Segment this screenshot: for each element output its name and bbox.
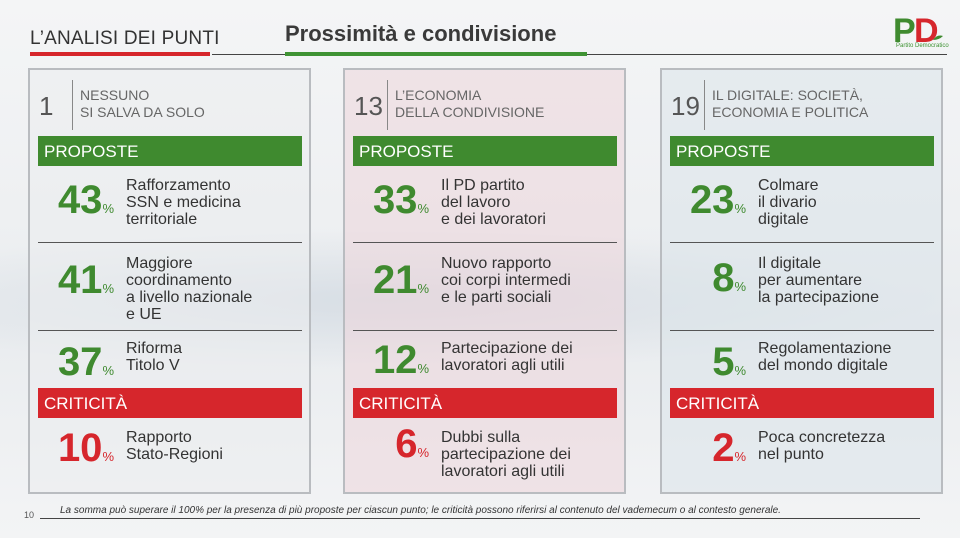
criticism-percentage: 10% [57, 426, 114, 470]
number-separator [704, 80, 705, 130]
proposals-header: PROPOSTE [670, 136, 934, 166]
page-number: 10 [24, 510, 35, 520]
proposal-text: Rafforzamento SSN e medicina territorial… [126, 177, 241, 228]
logo-letter-p: P [893, 12, 916, 50]
row-divider [670, 242, 934, 243]
panel-point-1: 1 NESSUNO SI SALVA DA SOLO PROPOSTE 43% … [28, 68, 311, 494]
point-title: L’ECONOMIA DELLA CONDIVISIONE [395, 87, 545, 120]
proposal-text: Regolamentazione del mondo digitale [758, 340, 892, 374]
row-divider [38, 242, 302, 243]
proposal-percentage: 41% [57, 258, 114, 302]
panel-point-13: 13 L’ECONOMIA DELLA CONDIVISIONE PROPOST… [343, 68, 626, 494]
proposal-percentage: 23% [689, 178, 746, 222]
criticism-percentage: 2% [712, 426, 746, 470]
proposals-header: PROPOSTE [38, 136, 302, 166]
proposal-text: Il digitale per aumentare la partecipazi… [758, 255, 879, 306]
proposal-percentage: 12% [372, 338, 429, 382]
proposals-header: PROPOSTE [353, 136, 617, 166]
point-number: 1 [39, 91, 54, 121]
proposal-percentage: 37% [57, 340, 114, 384]
number-separator [387, 80, 388, 130]
point-title: IL DIGITALE: SOCIETÀ, ECONOMIA E POLITIC… [712, 87, 869, 120]
proposal-percentage: 33% [372, 178, 429, 222]
proposal-text: Maggiore coordinamento a livello naziona… [126, 255, 253, 323]
panel-point-19: 19 IL DIGITALE: SOCIETÀ, ECONOMIA E POLI… [660, 68, 943, 494]
number-separator [72, 80, 73, 130]
logo-letter-d: D [914, 12, 939, 50]
criticism-text: Poca concretezza nel punto [758, 429, 886, 463]
point-number: 19 [671, 91, 700, 121]
criticism-text: Rapporto Stato-Regioni [126, 429, 223, 463]
title-underline [285, 52, 587, 56]
criticism-percentage: 6% [395, 422, 429, 466]
point-number: 13 [354, 91, 383, 121]
proposal-text: Nuovo rapporto coi corpi intermedi e le … [441, 255, 571, 306]
row-divider [670, 330, 934, 331]
proposal-percentage: 21% [372, 258, 429, 302]
row-divider [353, 330, 617, 331]
proposal-percentage: 43% [57, 178, 114, 222]
criticism-text: Dubbi sulla partecipazione dei lavorator… [441, 429, 571, 480]
section-underline [30, 52, 210, 56]
proposal-text: Partecipazione dei lavoratori agli utili [441, 340, 573, 374]
criticism-header: CRITICITÀ [38, 388, 302, 418]
footnote-rule [40, 518, 920, 519]
point-title: NESSUNO SI SALVA DA SOLO [80, 87, 205, 120]
proposal-text: Riforma Titolo V [126, 340, 183, 374]
row-divider [38, 330, 302, 331]
footnote: La somma può superare il 100% per la pre… [60, 505, 781, 516]
proposal-percentage: 5% [712, 340, 746, 384]
proposal-text: Il PD partito del lavoro e dei lavorator… [441, 177, 546, 228]
row-divider [353, 242, 617, 243]
proposal-percentage: 8% [712, 256, 746, 300]
page-title: Prossimità e condivisione [285, 21, 557, 46]
proposal-text: Colmare il divario digitale [758, 177, 819, 228]
pd-logo-icon: P D [893, 12, 943, 50]
criticism-header: CRITICITÀ [353, 388, 617, 418]
logo-leaf-icon [933, 35, 943, 40]
criticism-header: CRITICITÀ [670, 388, 934, 418]
logo-subtitle: Partito Democratico [896, 43, 949, 49]
section-label: L’ANALISI DEI PUNTI [30, 28, 220, 49]
